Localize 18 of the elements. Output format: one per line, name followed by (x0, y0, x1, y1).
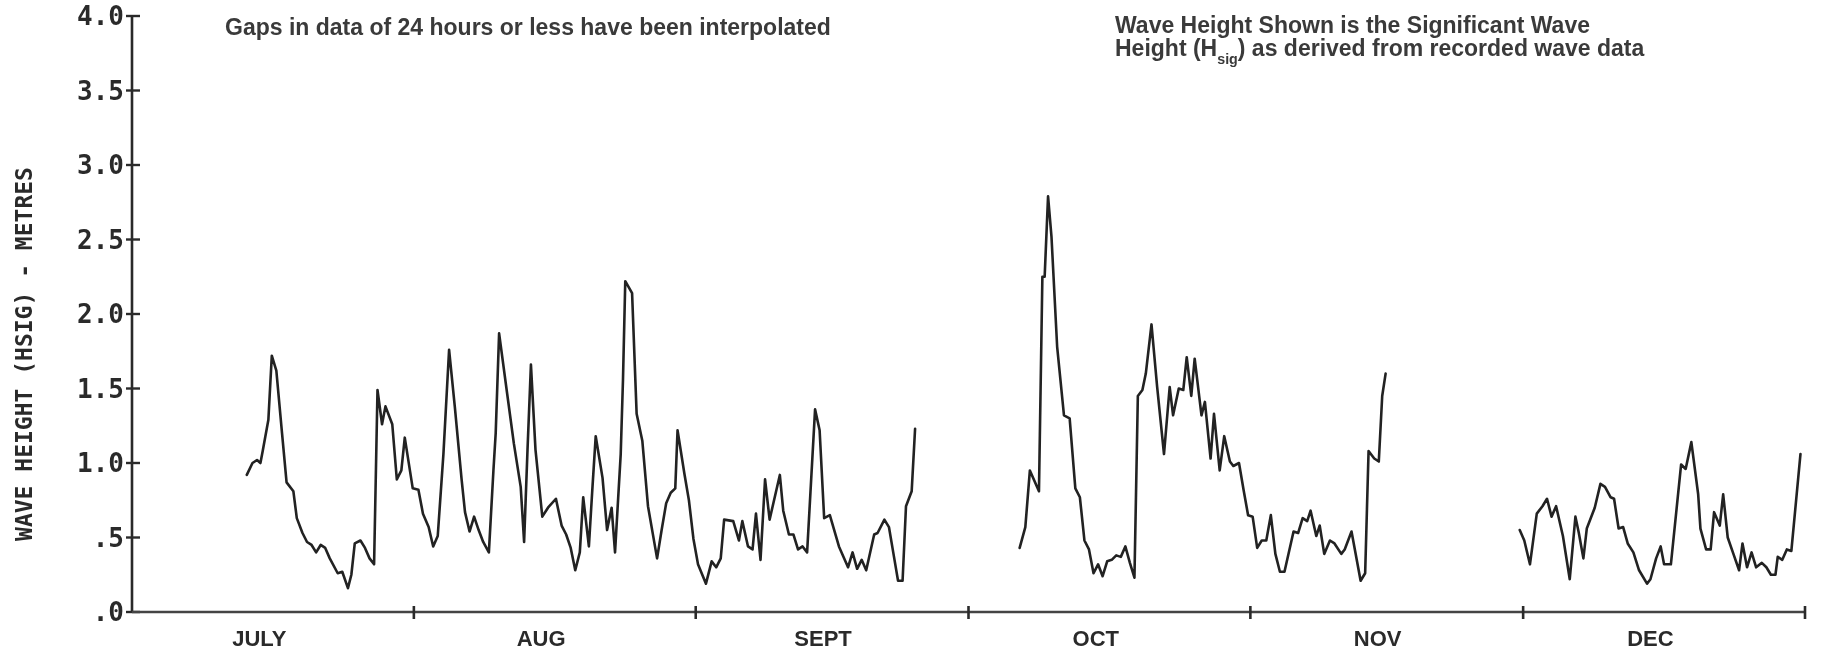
y-tick-label: 3.5 (77, 75, 124, 106)
x-tick-label: NOV (1353, 626, 1402, 651)
x-tick-label: AUG (516, 626, 566, 651)
x-tick-label: JULY (232, 626, 287, 651)
y-tick-label: 2.0 (77, 299, 124, 329)
y-tick-label: .0 (92, 597, 124, 627)
y-tick-label: 3.0 (77, 150, 124, 180)
y-tick-label: 2.5 (77, 224, 124, 255)
y-axis-title: WAVE HEIGHT (HSIG) - METRES (11, 167, 37, 541)
y-tick-label: 1.5 (77, 373, 124, 404)
x-tick-label: SEPT (794, 626, 853, 651)
annotation: Gaps in data of 24 hours or less have been interpolated (225, 14, 831, 40)
y-tick-label: 4.0 (77, 1, 124, 31)
y-tick-label: .5 (92, 522, 124, 553)
x-tick-label: DEC (1627, 626, 1674, 651)
annotation: Wave Height Shown is the Significant Wave Height (H$_{sig}$) as derived from recorded wave data (1115, 12, 1645, 67)
y-tick-label: 1.0 (77, 448, 124, 478)
x-tick-label: OCT (1072, 626, 1120, 651)
